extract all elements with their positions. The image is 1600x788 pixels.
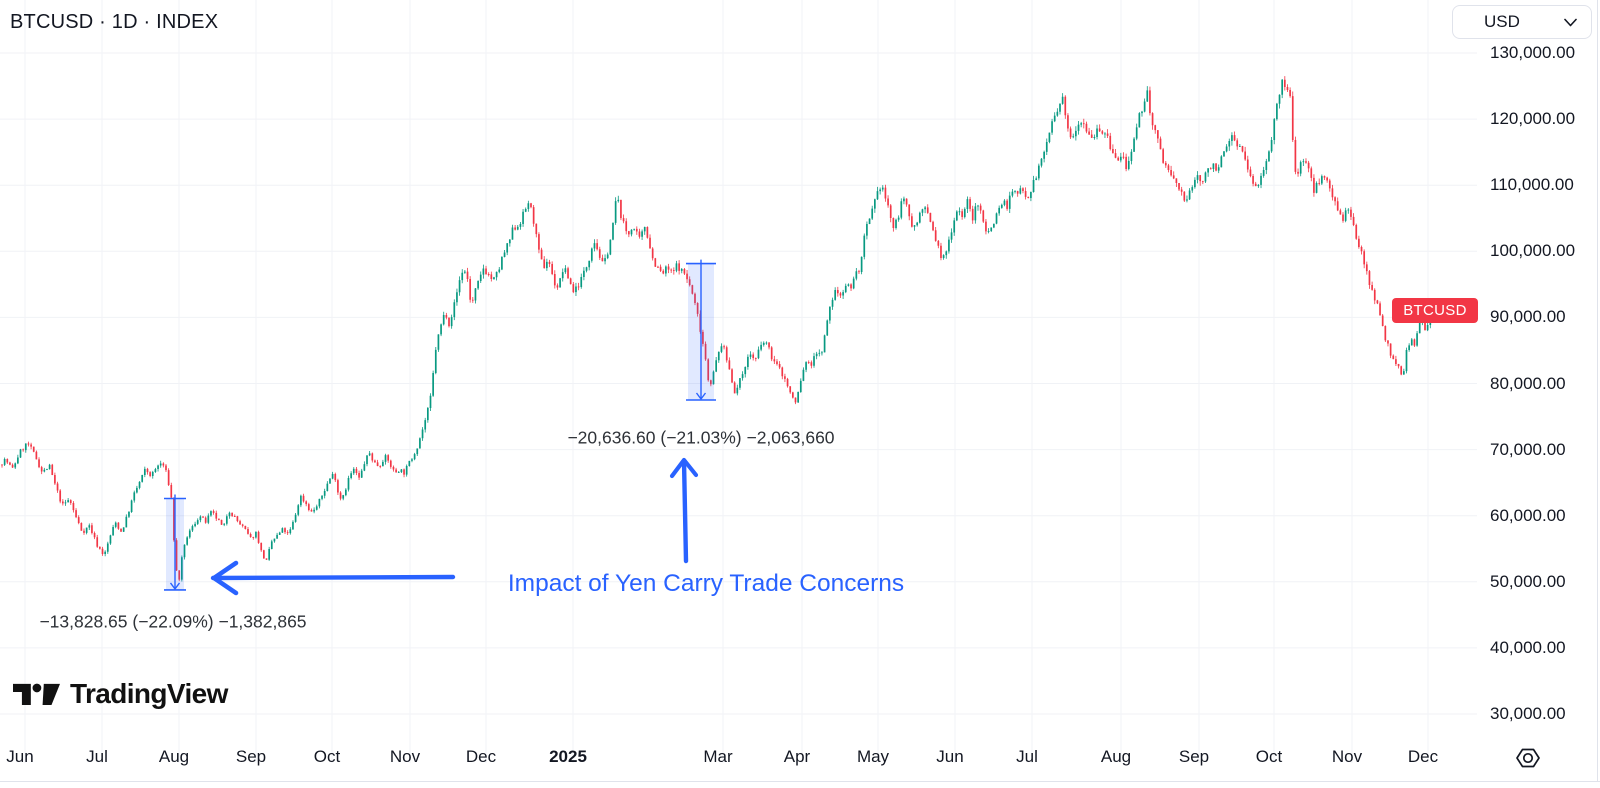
price-range-label-feb-2025[interactable]: −20,636.60 (−21.03%) −2,063,660 — [567, 427, 835, 448]
time-axis-label: Aug — [1100, 747, 1132, 766]
time-axis-label: Oct — [1255, 747, 1283, 766]
price-axis-label: 80,000.00 — [1490, 373, 1566, 393]
time-axis-label: Dec — [1407, 747, 1439, 766]
symbol-title: BTCUSD · 1D · INDEX — [10, 11, 219, 33]
bottom-axis-separator — [0, 781, 1600, 782]
right-edge-separator — [1597, 0, 1598, 781]
price-axis-label: 60,000.00 — [1490, 505, 1566, 525]
price-axis-label: 50,000.00 — [1490, 571, 1566, 591]
time-axis-label: Nov — [1331, 747, 1363, 766]
price-axis-label: 130,000.00 — [1490, 43, 1576, 62]
price-axis-label: 70,000.00 — [1490, 439, 1566, 459]
price-axis[interactable]: 130,000.00 120,000.00 110,000.00 100,000.00… — [1490, 0, 1598, 763]
tradingview-logo-icon — [13, 679, 60, 710]
time-axis-label: 2025 — [549, 747, 587, 766]
time-axis-label: Jun — [936, 747, 964, 766]
price-axis-label: 100,000.00 — [1490, 241, 1576, 261]
price-axis-label: 120,000.00 — [1490, 109, 1576, 129]
settings-gear-icon[interactable] — [1514, 744, 1542, 777]
price-axis-label: 90,000.00 — [1490, 307, 1566, 327]
tradingview-logo[interactable]: TradingView — [13, 678, 228, 710]
time-axis-label: Dec — [465, 747, 497, 766]
time-axis-label: May — [856, 747, 890, 766]
time-axis-label: Jul — [1016, 747, 1038, 766]
currency-dropdown[interactable]: USD — [1452, 5, 1592, 39]
time-axis-label: Nov — [389, 747, 421, 766]
price-range-label-aug-2024[interactable]: −13,828.65 (−22.09%) −1,382,865 — [39, 611, 307, 632]
price-axis-label: 40,000.00 — [1490, 637, 1566, 657]
callout-text[interactable]: Impact of Yen Carry Trade Concerns — [507, 570, 905, 597]
time-axis[interactable]: Jun Jul Aug Sep Oct Nov Dec 2025 Mar Apr May Jun Jul… — [0, 730, 1600, 782]
time-axis-label: Sep — [1178, 747, 1210, 766]
time-axis-label: Mar — [703, 747, 733, 766]
time-axis-label: Jun — [6, 747, 34, 766]
tradingview-logo-text: TradingView — [70, 678, 228, 709]
price-axis-label: 110,000.00 — [1490, 175, 1574, 195]
time-axis-label: Aug — [158, 747, 190, 766]
currency-dropdown-value: USD — [1484, 12, 1520, 31]
time-axis-label: Oct — [313, 747, 341, 766]
last-price-tag: BTCUSD — [1392, 297, 1478, 323]
price-axis-label: 30,000.00 — [1490, 704, 1566, 723]
time-axis-label: Jul — [86, 747, 108, 766]
time-axis-label: Sep — [235, 747, 267, 766]
time-axis-label: Apr — [783, 747, 811, 766]
chevron-down-icon — [1564, 12, 1577, 32]
